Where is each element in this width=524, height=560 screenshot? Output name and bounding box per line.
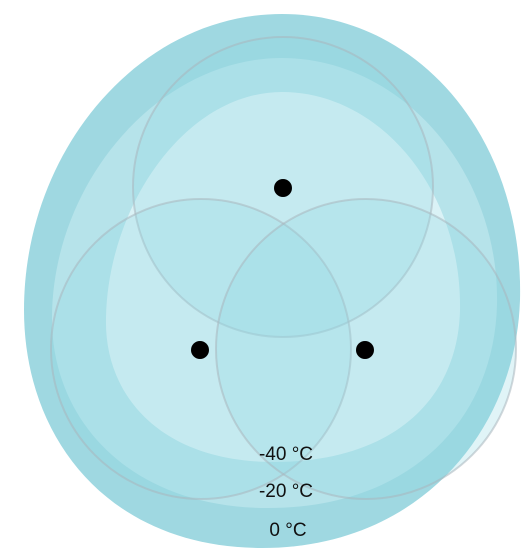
dot-left (191, 341, 209, 359)
dot-top (274, 179, 292, 197)
label-outer-zone: 0 °C (269, 520, 306, 541)
label-middle-zone: -20 °C (259, 481, 313, 502)
zone-inner (105, 92, 461, 462)
label-inner-zone: -40 °C (259, 444, 313, 465)
dot-right (356, 341, 374, 359)
